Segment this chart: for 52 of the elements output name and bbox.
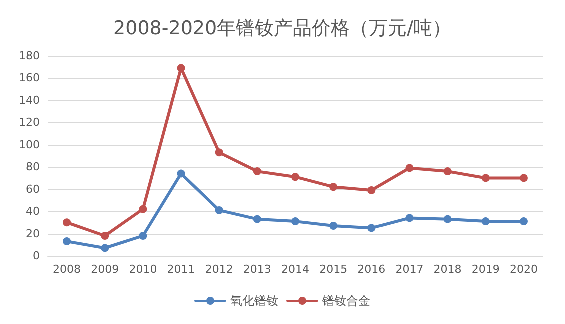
x-tick-label: 2014 (282, 263, 310, 276)
x-tick-label: 2020 (510, 263, 538, 276)
y-tick-label: 40 (26, 205, 40, 218)
point (292, 173, 300, 182)
point (101, 232, 110, 240)
point (253, 215, 262, 224)
x-tick-label: 2019 (472, 263, 500, 276)
point (139, 205, 148, 214)
point (330, 222, 338, 230)
x-tick-label: 2012 (205, 263, 234, 276)
point (139, 232, 148, 240)
point (215, 148, 224, 157)
point (253, 168, 262, 176)
x-tick-label: 2017 (396, 263, 424, 276)
x-tick-label: 2013 (243, 263, 272, 276)
y-tick-label: 140 (19, 94, 40, 107)
x-tick-label: 2015 (320, 263, 348, 276)
point (368, 186, 376, 194)
point (444, 168, 452, 176)
chart-title: 2008-2020年镨钕产品价格（万元/吨） (114, 18, 452, 40)
point (177, 64, 186, 72)
y-tick-label: 180 (19, 50, 40, 62)
x-tick-label: 2018 (434, 263, 462, 276)
x-tick-label: 2016 (358, 263, 386, 276)
point (444, 215, 452, 224)
x-tick-label: 2010 (129, 263, 158, 276)
point (482, 218, 490, 226)
point (292, 218, 300, 226)
x-tick-label: 2008 (53, 263, 82, 276)
y-tick-label: 60 (26, 182, 40, 196)
x-tick-label: 2009 (91, 263, 120, 276)
point (520, 218, 528, 226)
point (63, 218, 72, 227)
legend-label: 镨钕合金 (322, 294, 370, 308)
legend-label: 氧化镨钕 (230, 294, 278, 308)
point (330, 183, 338, 192)
point (368, 224, 376, 232)
point (406, 164, 414, 172)
y-tick-label: 0 (33, 250, 40, 262)
y-tick-label: 80 (26, 160, 40, 174)
point (101, 244, 110, 252)
y-tick-label: 160 (19, 72, 40, 85)
x-tick-label: 2011 (167, 263, 196, 276)
y-tick-label: 100 (19, 138, 40, 152)
point (215, 206, 224, 214)
point (482, 174, 490, 182)
point (63, 238, 72, 246)
point (177, 170, 186, 178)
point (406, 214, 414, 222)
y-tick-label: 20 (26, 227, 40, 240)
y-tick-label: 120 (19, 116, 40, 130)
point (520, 174, 528, 182)
